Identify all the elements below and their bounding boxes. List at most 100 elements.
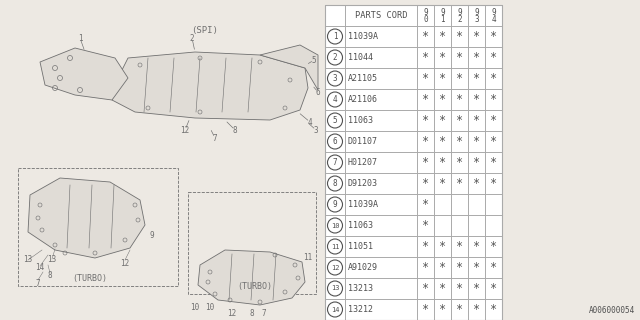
Text: *: * xyxy=(439,156,446,169)
Text: 11063: 11063 xyxy=(348,116,373,125)
Polygon shape xyxy=(40,48,128,100)
Text: *: * xyxy=(422,156,429,169)
Text: 1: 1 xyxy=(440,15,445,24)
Text: *: * xyxy=(456,303,463,316)
Text: 1: 1 xyxy=(77,34,83,43)
Text: 9: 9 xyxy=(333,200,337,209)
Text: *: * xyxy=(456,135,463,148)
Text: 12: 12 xyxy=(331,265,339,270)
Text: D91203: D91203 xyxy=(348,179,378,188)
Text: *: * xyxy=(456,282,463,295)
Text: (SPI): (SPI) xyxy=(191,26,218,35)
Text: *: * xyxy=(439,72,446,85)
Text: 13: 13 xyxy=(331,285,339,292)
Text: *: * xyxy=(422,240,429,253)
Text: 11063: 11063 xyxy=(348,221,373,230)
Text: *: * xyxy=(439,177,446,190)
Text: 11: 11 xyxy=(303,253,312,262)
Text: 13213: 13213 xyxy=(348,284,373,293)
Text: 6: 6 xyxy=(333,137,337,146)
Text: 10: 10 xyxy=(190,303,200,313)
Text: *: * xyxy=(456,72,463,85)
Text: 4: 4 xyxy=(333,95,337,104)
Text: 2: 2 xyxy=(189,34,195,43)
Text: *: * xyxy=(473,135,480,148)
Text: *: * xyxy=(490,51,497,64)
Text: 5: 5 xyxy=(333,116,337,125)
Text: *: * xyxy=(422,114,429,127)
Text: *: * xyxy=(456,114,463,127)
Text: *: * xyxy=(422,72,429,85)
Text: *: * xyxy=(456,30,463,43)
Text: *: * xyxy=(490,282,497,295)
Text: *: * xyxy=(490,114,497,127)
Text: 8: 8 xyxy=(233,125,237,134)
Text: *: * xyxy=(473,93,480,106)
Text: *: * xyxy=(473,30,480,43)
Text: 9: 9 xyxy=(474,8,479,17)
Text: 3: 3 xyxy=(333,74,337,83)
Text: H01207: H01207 xyxy=(348,158,378,167)
Text: *: * xyxy=(456,51,463,64)
Text: 5: 5 xyxy=(312,55,316,65)
Text: *: * xyxy=(473,72,480,85)
Text: *: * xyxy=(473,282,480,295)
Text: *: * xyxy=(490,177,497,190)
Text: 11051: 11051 xyxy=(348,242,373,251)
Text: *: * xyxy=(439,240,446,253)
Text: 9: 9 xyxy=(440,8,445,17)
Text: 0: 0 xyxy=(423,15,428,24)
Text: *: * xyxy=(422,30,429,43)
Text: 12: 12 xyxy=(120,259,130,268)
Text: *: * xyxy=(490,135,497,148)
Text: *: * xyxy=(490,30,497,43)
Text: A006000054: A006000054 xyxy=(589,306,635,315)
Text: *: * xyxy=(473,156,480,169)
Text: *: * xyxy=(439,51,446,64)
Text: 11044: 11044 xyxy=(348,53,373,62)
Text: 8: 8 xyxy=(250,309,254,318)
Text: 12: 12 xyxy=(227,309,237,318)
Text: 8: 8 xyxy=(333,179,337,188)
Text: 10: 10 xyxy=(331,222,339,228)
Text: *: * xyxy=(422,51,429,64)
Text: 11039A: 11039A xyxy=(348,32,378,41)
Text: A21106: A21106 xyxy=(348,95,378,104)
Text: 12: 12 xyxy=(180,125,189,134)
Text: *: * xyxy=(456,93,463,106)
Text: 11039A: 11039A xyxy=(348,200,378,209)
Text: *: * xyxy=(439,114,446,127)
Text: 14: 14 xyxy=(35,262,45,271)
Text: (TURBO): (TURBO) xyxy=(72,274,108,283)
Text: 9: 9 xyxy=(150,230,154,239)
Text: *: * xyxy=(473,114,480,127)
Text: *: * xyxy=(422,198,429,211)
Text: *: * xyxy=(490,261,497,274)
Text: *: * xyxy=(422,261,429,274)
Text: *: * xyxy=(422,177,429,190)
Text: *: * xyxy=(422,282,429,295)
Text: *: * xyxy=(490,93,497,106)
Text: *: * xyxy=(473,51,480,64)
Text: 7: 7 xyxy=(36,278,40,287)
Polygon shape xyxy=(260,45,318,90)
Text: 2: 2 xyxy=(457,15,462,24)
Text: *: * xyxy=(456,177,463,190)
Text: 4: 4 xyxy=(491,15,496,24)
Text: *: * xyxy=(439,261,446,274)
Text: 9: 9 xyxy=(491,8,496,17)
Text: 7: 7 xyxy=(333,158,337,167)
Text: *: * xyxy=(422,303,429,316)
Text: 7: 7 xyxy=(212,133,218,142)
Text: 14: 14 xyxy=(331,307,339,313)
Text: *: * xyxy=(473,261,480,274)
Text: PARTS CORD: PARTS CORD xyxy=(355,11,407,20)
Text: *: * xyxy=(456,261,463,274)
Text: 3: 3 xyxy=(474,15,479,24)
Text: *: * xyxy=(439,93,446,106)
Text: 1: 1 xyxy=(333,32,337,41)
Text: *: * xyxy=(422,219,429,232)
Polygon shape xyxy=(198,250,305,305)
Text: D01107: D01107 xyxy=(348,137,378,146)
Polygon shape xyxy=(28,178,145,258)
